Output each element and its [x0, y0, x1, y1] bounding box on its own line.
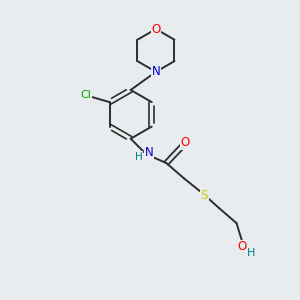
- Text: H: H: [135, 152, 142, 161]
- Text: H: H: [247, 248, 256, 258]
- Text: S: S: [201, 189, 208, 202]
- Text: O: O: [237, 240, 247, 254]
- Text: Cl: Cl: [80, 90, 91, 100]
- Text: N: N: [152, 65, 160, 78]
- Text: N: N: [145, 146, 154, 159]
- Text: O: O: [151, 22, 160, 35]
- Text: O: O: [180, 136, 189, 149]
